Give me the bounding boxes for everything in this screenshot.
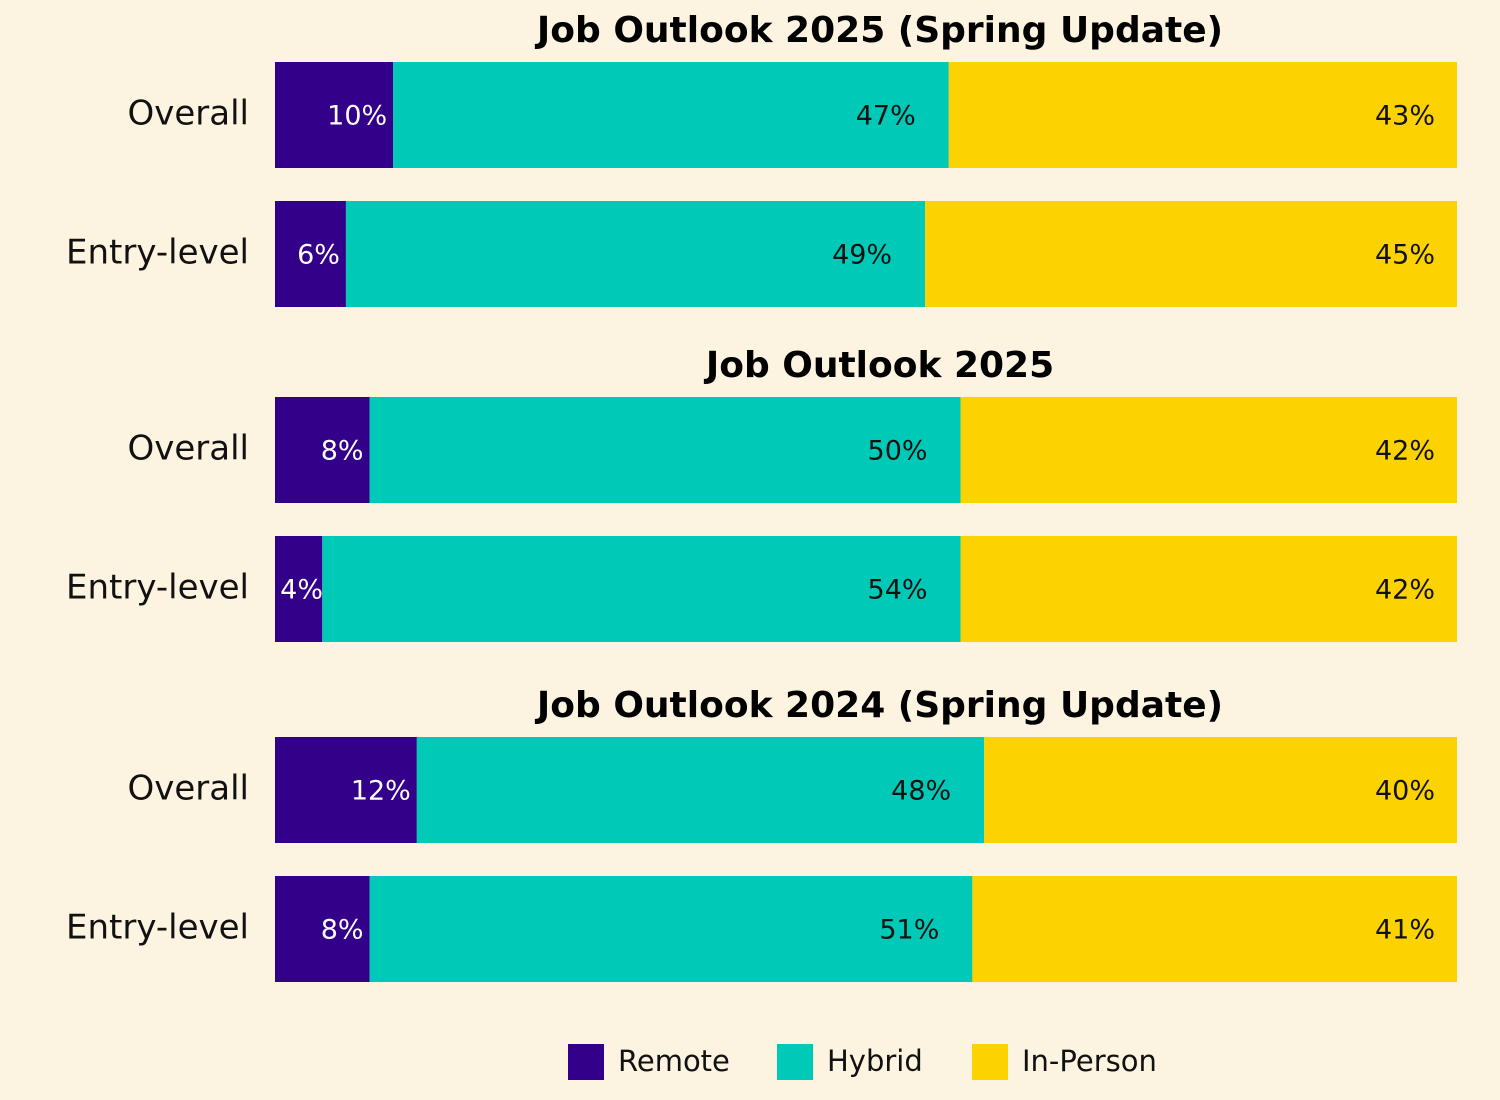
value-label: 43% — [1375, 101, 1435, 132]
bar-segment — [275, 876, 370, 982]
group-title: Job Outlook 2025 (Spring Update) — [534, 10, 1223, 51]
value-label: 8% — [321, 915, 364, 946]
group-title: Job Outlook 2024 (Spring Update) — [534, 685, 1223, 726]
bar-segment — [369, 397, 961, 503]
value-label: 54% — [868, 575, 928, 606]
bar-segment — [393, 62, 949, 168]
value-label: 42% — [1375, 436, 1435, 467]
legend-label: In-Person — [1022, 1044, 1157, 1078]
value-label: 42% — [1375, 575, 1435, 606]
category-label: Entry-level — [66, 908, 249, 948]
value-label: 10% — [327, 101, 387, 132]
value-label: 8% — [321, 436, 364, 467]
bar-segment — [275, 397, 370, 503]
bar-segment — [275, 737, 417, 843]
legend-swatch — [972, 1044, 1008, 1080]
category-label: Entry-level — [66, 568, 249, 608]
bar-segment — [948, 62, 1457, 168]
category-label: Overall — [127, 769, 249, 809]
value-label: 4% — [280, 575, 323, 606]
value-label: 40% — [1375, 776, 1435, 807]
bar-segment — [275, 62, 394, 168]
value-label: 51% — [879, 915, 939, 946]
legend-swatch — [777, 1044, 813, 1080]
category-label: Overall — [127, 94, 249, 134]
legend-label: Hybrid — [827, 1044, 923, 1078]
value-label: 45% — [1375, 240, 1435, 271]
legend-swatch — [568, 1044, 604, 1080]
category-label: Entry-level — [66, 233, 249, 273]
value-label: 50% — [868, 436, 928, 467]
value-label: 12% — [351, 776, 411, 807]
value-label: 49% — [832, 240, 892, 271]
bar-segment — [345, 201, 926, 307]
group-title: Job Outlook 2025 — [703, 345, 1054, 386]
legend-label: Remote — [618, 1044, 730, 1078]
bar-segment — [984, 737, 1457, 843]
bar-segment — [972, 876, 1457, 982]
value-label: 6% — [297, 240, 340, 271]
bar-segment — [960, 397, 1457, 503]
bar-segment — [960, 536, 1457, 642]
bar-segment — [275, 536, 323, 642]
category-label: Overall — [127, 429, 249, 469]
bar-segment — [925, 201, 1457, 307]
bar-segment — [369, 876, 973, 982]
value-label: 41% — [1375, 915, 1435, 946]
bar-segment — [275, 201, 346, 307]
bar-segment — [322, 536, 961, 642]
value-label: 47% — [856, 101, 916, 132]
bar-segment — [416, 737, 985, 843]
value-label: 48% — [891, 776, 951, 807]
